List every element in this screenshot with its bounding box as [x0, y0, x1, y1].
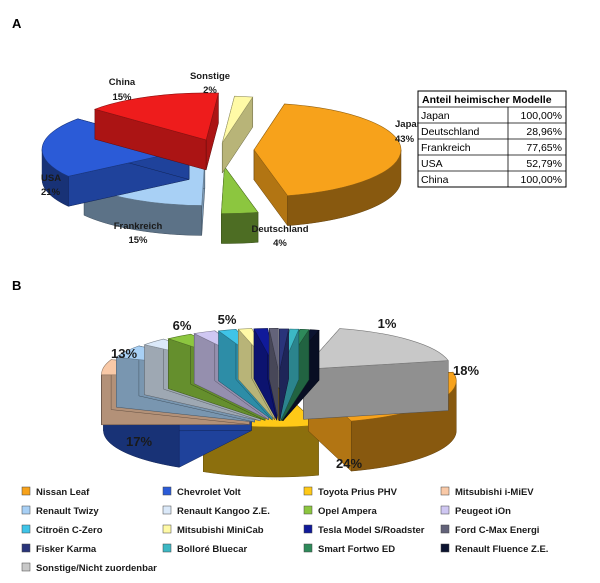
slice-fisker-karma: [279, 328, 289, 421]
pie-chart-a: Japan 43% Deutschland 4% Frankreich 15% USA 21%…: [41, 71, 423, 249]
legend-label: Ford C-Max Energi: [455, 525, 539, 536]
legend-item-opel-ampera: Opel Ampera: [303, 505, 377, 517]
value-b-label: 24%: [336, 456, 362, 471]
slice-china: [93, 92, 219, 171]
table-value-usa: 52,79%: [526, 158, 562, 170]
label-a-usa: USA: [41, 173, 61, 184]
table-value-frankreich: 77,65%: [526, 142, 562, 154]
legend-swatch: [303, 524, 313, 534]
legend-swatch: [162, 505, 172, 515]
legend-item-bollor-bluecar: Bolloré Bluecar: [162, 543, 248, 555]
legend-b: Nissan Leaf Chevrolet Volt Toyota Prius PH…: [21, 486, 548, 574]
label-a-japan: Japan: [395, 119, 423, 130]
legend-item-citro-n-c-zero: Citroën C-Zero: [21, 524, 103, 536]
table-title: Anteil heimischer Modelle: [422, 94, 552, 106]
legend-label: Renault Fluence Z.E.: [455, 544, 548, 555]
legend-label: Smart Fortwo ED: [318, 544, 395, 555]
value-a-china: 15%: [112, 92, 132, 103]
panel-label-a: A: [12, 16, 22, 31]
value-a-japan: 43%: [395, 134, 415, 145]
value-a-frankreich: 15%: [128, 235, 148, 246]
value-b-label: 1%: [378, 316, 397, 331]
slice-ford-c-max-energi: [268, 328, 279, 421]
value-a-sonstige: 2%: [203, 85, 217, 96]
legend-label: Chevrolet Volt: [177, 487, 242, 498]
value-b-label: 17%: [126, 434, 152, 449]
label-a-frankreich: Frankreich: [114, 221, 163, 232]
legend-swatch: [21, 486, 31, 496]
slice-japan: [253, 103, 402, 227]
legend-label: Toyota Prius PHV: [318, 487, 398, 498]
table-country-china: China: [421, 174, 449, 186]
domestic-share-table: Anteil heimischer Modelle Japan 100,00% Deu…: [417, 90, 567, 188]
legend-item-smart-fortwo-ed: Smart Fortwo ED: [303, 543, 395, 555]
label-a-sonstige: Sonstige: [190, 71, 230, 82]
legend-swatch: [162, 524, 172, 534]
legend-item-sonstige-nicht-zuordenbar: Sonstige/Nicht zuordenbar: [21, 562, 157, 574]
legend-item-renault-twizy: Renault Twizy: [21, 505, 99, 517]
legend-item-toyota-prius-phv: Toyota Prius PHV: [303, 486, 398, 498]
legend-label: Sonstige/Nicht zuordenbar: [36, 563, 157, 574]
table-value-china: 100,00%: [521, 174, 562, 186]
label-a-china: China: [109, 77, 136, 88]
legend-label: Nissan Leaf: [36, 487, 90, 498]
legend-swatch: [21, 505, 31, 515]
table-country-japan: Japan: [421, 110, 450, 122]
value-b-label: 6%: [173, 318, 192, 333]
label-a-deutschland: Deutschland: [251, 224, 308, 235]
legend-label: Fisker Karma: [36, 544, 97, 555]
legend-label: Bolloré Bluecar: [177, 544, 248, 555]
legend-label: Peugeot iOn: [455, 506, 511, 517]
legend-label: Renault Twizy: [36, 506, 99, 517]
value-b-label: 18%: [453, 363, 479, 378]
table-country-deutschland: Deutschland: [421, 126, 480, 138]
legend-swatch: [303, 543, 313, 553]
pie-chart-b: 24% 17% 13% 6% 5% 1% 18%: [101, 312, 479, 478]
legend-label: Renault Kangoo Z.E.: [177, 506, 270, 517]
slice-sonstige: [221, 95, 254, 174]
legend-swatch: [440, 524, 450, 534]
legend-swatch: [21, 524, 31, 534]
legend-swatch: [303, 505, 313, 515]
legend-label: Tesla Model S/Roadster: [318, 525, 425, 536]
table-country-usa: USA: [421, 158, 443, 170]
legend-swatch: [440, 505, 450, 515]
slice-deutschland: [221, 165, 259, 244]
legend-item-mitsubishi-i-miev: Mitsubishi i-MiEV: [440, 486, 534, 498]
slice-sonstige-nicht-zuordenbar: [302, 327, 449, 420]
legend-item-tesla-model-s-roadster: Tesla Model S/Roadster: [303, 524, 425, 536]
legend-swatch: [440, 486, 450, 496]
value-b-label: 5%: [218, 312, 237, 327]
legend-item-peugeot-ion: Peugeot iOn: [440, 505, 511, 517]
value-b-label: 13%: [111, 346, 137, 361]
legend-item-nissan-leaf: Nissan Leaf: [21, 486, 90, 498]
legend-swatch: [21, 543, 31, 553]
legend-item-renault-kangoo-z-e: Renault Kangoo Z.E.: [162, 505, 270, 517]
legend-label: Mitsubishi MiniCab: [177, 525, 264, 536]
value-a-usa: 21%: [41, 187, 61, 198]
legend-item-ford-c-max-energi: Ford C-Max Energi: [440, 524, 539, 536]
legend-swatch: [440, 543, 450, 553]
legend-label: Citroën C-Zero: [36, 525, 103, 536]
legend-item-fisker-karma: Fisker Karma: [21, 543, 97, 555]
table-country-frankreich: Frankreich: [421, 142, 471, 154]
legend-label: Opel Ampera: [318, 506, 377, 517]
table-value-deutschland: 28,96%: [526, 126, 562, 138]
value-a-deutschland: 4%: [273, 238, 287, 249]
table-value-japan: 100,00%: [521, 110, 562, 122]
legend-item-renault-fluence-z-e: Renault Fluence Z.E.: [440, 543, 548, 555]
legend-label: Mitsubishi i-MiEV: [455, 487, 534, 498]
legend-swatch: [21, 562, 31, 572]
legend-item-mitsubishi-minicab: Mitsubishi MiniCab: [162, 524, 264, 536]
legend-swatch: [162, 543, 172, 553]
panel-label-b: B: [12, 278, 21, 293]
legend-swatch: [303, 486, 313, 496]
legend-swatch: [162, 486, 172, 496]
legend-item-chevrolet-volt: Chevrolet Volt: [162, 486, 242, 498]
